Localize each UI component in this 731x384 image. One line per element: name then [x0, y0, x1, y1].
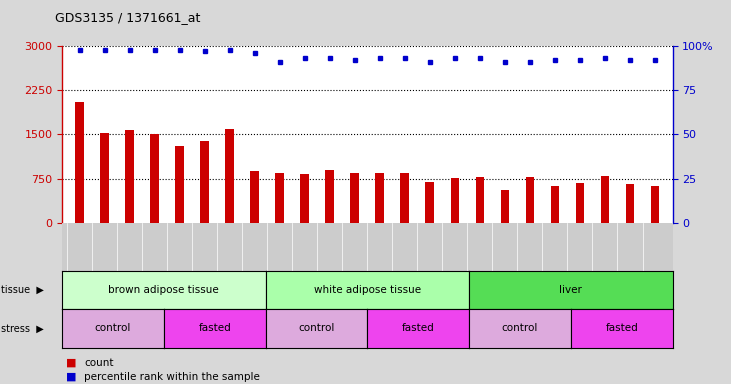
Bar — [251, 172, 259, 223]
Text: white adipose tissue: white adipose tissue — [314, 285, 421, 295]
Bar — [200, 141, 209, 223]
Bar — [425, 182, 434, 223]
Text: GDS3135 / 1371661_at: GDS3135 / 1371661_at — [55, 12, 200, 25]
Text: tissue  ▶: tissue ▶ — [1, 285, 44, 295]
Text: count: count — [84, 358, 113, 368]
Bar — [401, 173, 409, 223]
Text: fasted: fasted — [198, 323, 231, 333]
Text: control: control — [501, 323, 538, 333]
Bar — [501, 190, 510, 223]
Text: fasted: fasted — [605, 323, 638, 333]
Bar — [350, 173, 359, 223]
Bar — [601, 176, 610, 223]
Bar — [100, 132, 109, 223]
Text: control: control — [95, 323, 131, 333]
Bar — [225, 129, 234, 223]
Text: ■: ■ — [66, 358, 76, 368]
Bar — [276, 173, 284, 223]
Text: liver: liver — [559, 285, 582, 295]
Bar — [75, 102, 84, 223]
Text: percentile rank within the sample: percentile rank within the sample — [84, 372, 260, 382]
Bar — [526, 177, 534, 223]
Text: ■: ■ — [66, 372, 76, 382]
Bar — [125, 130, 134, 223]
Bar — [376, 173, 385, 223]
Bar — [550, 186, 559, 223]
Text: fasted: fasted — [402, 323, 434, 333]
Bar — [476, 177, 484, 223]
Text: brown adipose tissue: brown adipose tissue — [108, 285, 219, 295]
Bar — [325, 170, 334, 223]
Bar — [151, 134, 159, 223]
Text: stress  ▶: stress ▶ — [1, 323, 43, 333]
Bar — [450, 178, 459, 223]
Bar — [300, 174, 309, 223]
Text: control: control — [298, 323, 335, 333]
Bar — [575, 183, 584, 223]
Bar — [651, 186, 659, 223]
Bar — [175, 146, 184, 223]
Bar — [626, 184, 635, 223]
